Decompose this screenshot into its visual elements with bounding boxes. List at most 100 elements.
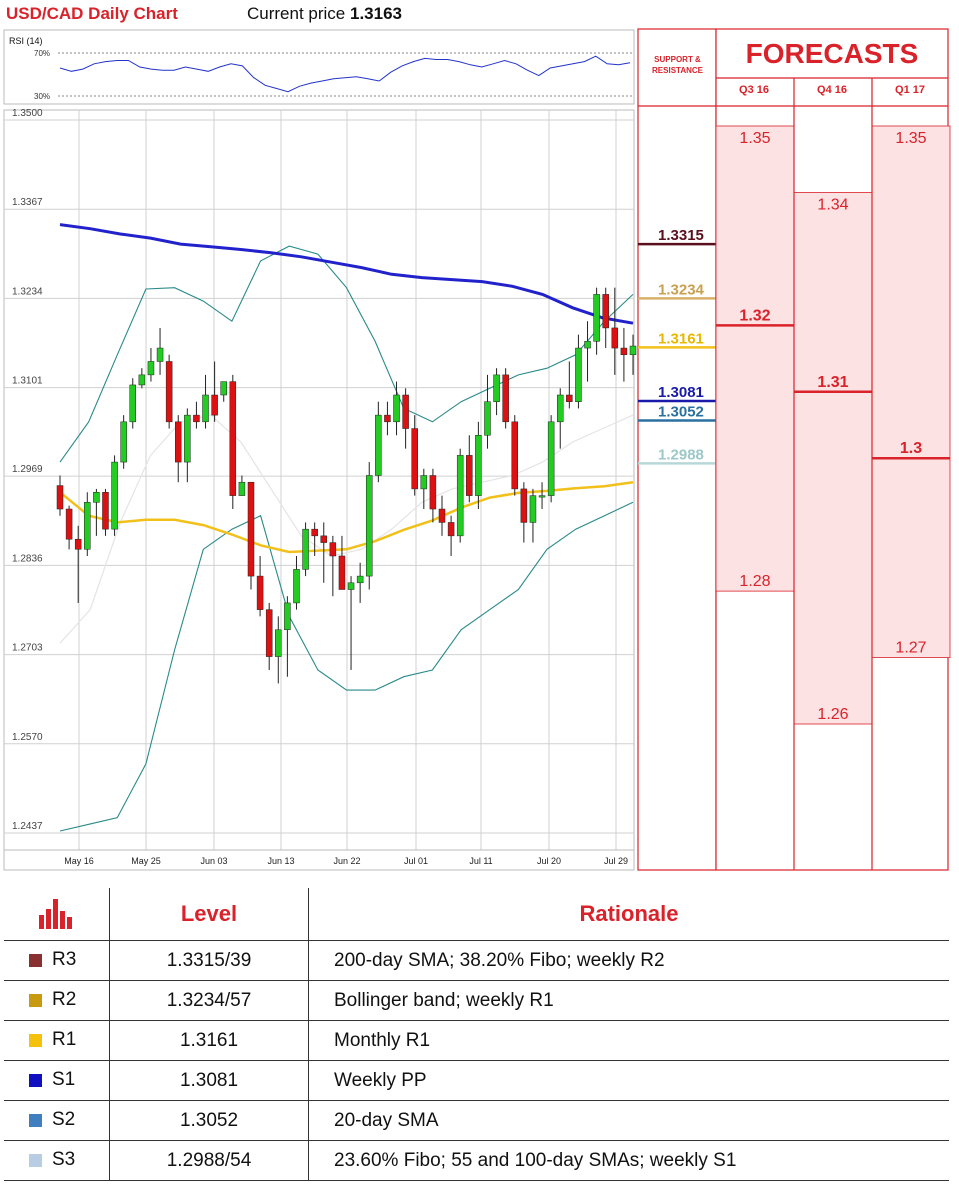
x-tick-label: Jul 20 xyxy=(537,856,561,866)
candle-body xyxy=(629,345,637,356)
x-tick-label: Jul 11 xyxy=(469,856,492,866)
level-code-cell: R1 xyxy=(4,1020,110,1061)
candle-body xyxy=(493,374,500,402)
candle-body xyxy=(311,528,318,537)
level-code: S2 xyxy=(52,1109,76,1131)
candle-body xyxy=(347,582,355,590)
chart-title: USD/CAD Daily Chart xyxy=(6,4,178,23)
level-code-cell: S3 xyxy=(4,1140,110,1181)
x-tick-label: May 16 xyxy=(64,856,94,866)
level-value: 1.3315/39 xyxy=(109,940,309,981)
bollinger-mid-line xyxy=(59,414,634,644)
y-tick-label: 1.3367 xyxy=(12,197,43,208)
sma-line xyxy=(59,480,634,554)
forecast-col-q4: Q4 16 xyxy=(817,84,847,96)
candle-body xyxy=(602,294,609,329)
candle-body xyxy=(220,381,227,396)
forecast-range xyxy=(793,192,873,725)
sr-level-value: 1.3315 xyxy=(658,227,704,244)
rsi-label: RSI (14) xyxy=(9,36,43,46)
candle-body xyxy=(120,421,127,463)
candle-body xyxy=(556,394,564,423)
rationale-text: 23.60% Fibo; 55 and 100-day SMAs; weekly… xyxy=(308,1140,949,1181)
sr-level-value: 1.2988 xyxy=(658,446,704,463)
level-color-swatch xyxy=(29,1073,42,1087)
level-header: Level xyxy=(109,888,309,941)
level-value: 1.3234/57 xyxy=(109,980,309,1021)
candle-body xyxy=(466,455,473,496)
current-price: Current price 1.3163 xyxy=(247,4,402,24)
sr-level-value: 1.3081 xyxy=(658,384,704,401)
candle-body xyxy=(338,555,346,590)
candle-body xyxy=(184,414,191,463)
y-tick-label: 1.2703 xyxy=(12,643,43,654)
forecast-mid: 1.3 xyxy=(900,440,922,457)
candle-body xyxy=(193,414,200,423)
rationale-text: 20-day SMA xyxy=(308,1100,949,1141)
candle-body xyxy=(365,475,373,577)
level-color-swatch xyxy=(29,1033,42,1047)
level-value: 1.3081 xyxy=(109,1060,309,1101)
candle-body xyxy=(102,492,109,530)
candle-body xyxy=(111,461,118,530)
y-tick-label: 1.3500 xyxy=(12,108,43,119)
x-tick-label: May 25 xyxy=(131,856,161,866)
candle-body xyxy=(538,495,546,498)
candle-body xyxy=(402,394,409,429)
candle-body xyxy=(411,428,418,490)
bollinger-upper-line xyxy=(59,245,634,463)
forecasts-title: FORECASTS xyxy=(745,38,919,69)
sma200-line xyxy=(59,223,634,325)
candle-body xyxy=(156,347,164,362)
candle-body xyxy=(611,327,619,349)
candle-body xyxy=(429,475,437,510)
candle-body xyxy=(320,535,328,543)
forecast-low: 1.26 xyxy=(817,706,848,723)
candle-body xyxy=(575,347,582,402)
chart-area: 1.3500 1.3367 1.3234 1.3101 1.2969 1.2836 1.27… xyxy=(3,28,951,871)
table-row: S3 1.2988/54 23.60% Fibo; 55 and 100-day S… xyxy=(4,1140,949,1181)
candle-body xyxy=(202,394,209,423)
table-row: S2 1.3052 20-day SMA xyxy=(4,1100,949,1141)
sr-level-value: 1.3052 xyxy=(658,403,704,420)
level-value: 1.3052 xyxy=(109,1100,309,1141)
level-code-cell: S2 xyxy=(4,1100,110,1141)
y-tick-label: 1.2437 xyxy=(12,821,43,832)
level-code-cell: S1 xyxy=(4,1060,110,1101)
level-code: R1 xyxy=(52,1029,77,1051)
forecast-high: 1.35 xyxy=(739,130,770,147)
candle-body xyxy=(238,481,246,496)
candle-body xyxy=(356,575,364,584)
table-row: R2 1.3234/57 Bollinger band; weekly R1 xyxy=(4,980,949,1021)
bollinger-lower-line xyxy=(59,501,634,832)
forecast-range xyxy=(715,125,795,592)
candle-body xyxy=(520,488,528,523)
bar-chart-icon xyxy=(38,899,72,929)
support-resistance-title: SUPPORT & RESISTANCE xyxy=(652,55,703,75)
candle-body xyxy=(256,575,264,610)
candle-body xyxy=(147,361,155,376)
candle-body xyxy=(265,609,273,657)
candle-body xyxy=(247,481,255,577)
y-tick-label: 1.2969 xyxy=(12,464,43,475)
sr-level-value: 1.3234 xyxy=(658,281,705,298)
candle-body xyxy=(293,569,300,604)
forecast-col-q1: Q1 17 xyxy=(895,84,925,96)
candle-body xyxy=(229,381,237,496)
candle-body xyxy=(165,361,173,423)
rsi-upper-label: 70% xyxy=(34,49,50,58)
table-header: Level Rationale xyxy=(4,888,949,941)
forecast-high: 1.35 xyxy=(895,130,926,147)
candle-body xyxy=(74,538,82,550)
candle-body xyxy=(56,485,64,510)
candle-body xyxy=(284,602,291,631)
x-tick-label: Jun 13 xyxy=(267,856,294,866)
rsi-frame xyxy=(3,29,635,105)
level-color-swatch xyxy=(29,1113,42,1127)
candle-body xyxy=(375,414,382,476)
candle-body xyxy=(138,374,146,386)
x-tick-label: Jul 01 xyxy=(404,856,428,866)
candle-body xyxy=(393,394,400,423)
candle-body xyxy=(547,421,555,496)
rsi-line xyxy=(59,55,631,93)
